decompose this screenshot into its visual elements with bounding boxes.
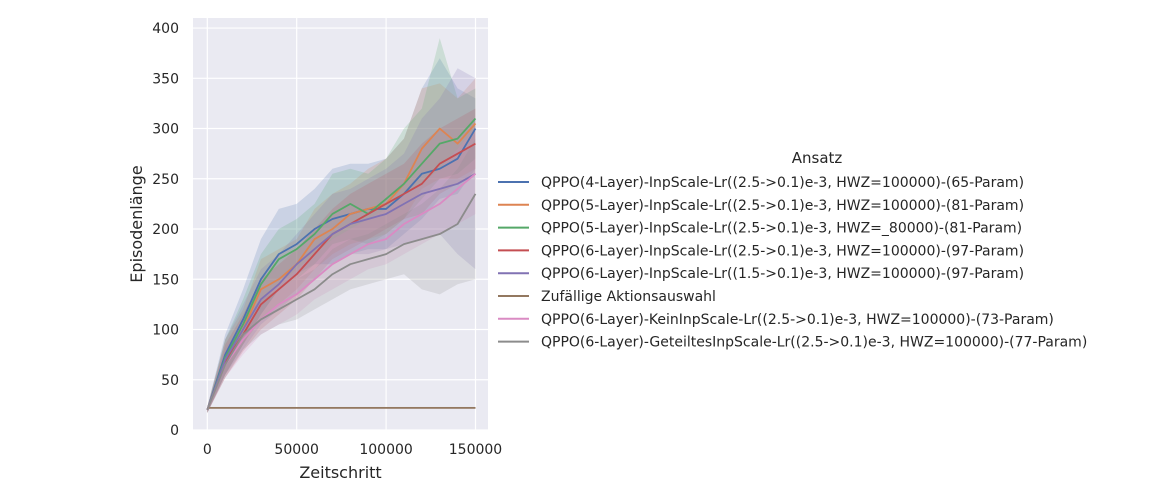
y-tick-label: 0 (170, 423, 179, 439)
legend-label: QPPO(6-Layer)-GeteiltesInpScale-Lr((2.5-… (541, 335, 1087, 351)
y-tick-label: 300 (152, 122, 179, 138)
y-tick-label: 50 (161, 373, 179, 389)
x-tick-label: 100000 (359, 442, 412, 458)
legend-title: Ansatz (792, 149, 843, 167)
series-line-0 (206, 128, 477, 411)
legend-label: QPPO(5-Layer)-InpScale-Lr((2.5->0.1)e-3,… (541, 198, 1024, 214)
legend-label: QPPO(6-Layer)-InpScale-Lr((1.5->0.1)e-3,… (541, 266, 1024, 282)
series-band-2 (207, 38, 476, 413)
y-tick-label: 200 (152, 222, 179, 238)
series-band-3 (207, 108, 476, 413)
y-axis-label: Episodenlänge (127, 165, 146, 282)
series-line-4 (206, 172, 476, 411)
series-line-7 (206, 193, 477, 411)
y-tick-label: 400 (152, 21, 179, 37)
x-tick-label: 0 (203, 442, 212, 458)
series-line-2 (206, 117, 477, 411)
x-tick-label: 50000 (274, 442, 319, 458)
legend-label: QPPO(5-Layer)-InpScale-Lr((2.5->0.1)e-3,… (541, 221, 1022, 237)
tick-labels: 0 50000 100000 150000 0 50 100 150 200 250 300 350 4… (152, 21, 502, 458)
legend-label: QPPO(4-Layer)-InpScale-Lr((2.5->0.1)e-3,… (541, 175, 1024, 191)
series-band-6 (207, 128, 476, 413)
legend-label: Zufällige Aktionsauswahl (541, 289, 716, 305)
y-tick-label: 150 (152, 272, 179, 288)
series-band-7 (207, 138, 476, 413)
series-band-4 (207, 68, 476, 413)
y-tick-label: 250 (152, 172, 179, 188)
y-tick-label: 100 (152, 323, 179, 339)
series-lines (206, 117, 477, 411)
x-tick-label: 150000 (449, 442, 502, 458)
legend: QPPO(4-Layer)-InpScale-Lr((2.5->0.1)e-3,… (498, 175, 1087, 351)
y-tick-label: 350 (152, 71, 179, 87)
series-band-1 (207, 78, 476, 413)
x-axis-label: Zeitschritt (299, 463, 381, 482)
series-line-6 (206, 173, 477, 411)
series-band-0 (207, 58, 476, 413)
confidence-bands (207, 38, 476, 413)
legend-label: QPPO(6-Layer)-InpScale-Lr((2.5->0.1)e-3,… (541, 243, 1024, 259)
legend-label: QPPO(6-Layer)-KeinInpScale-Lr((2.5->0.1)… (541, 312, 1054, 328)
series-line-1 (206, 122, 477, 411)
plot-background (193, 18, 488, 430)
